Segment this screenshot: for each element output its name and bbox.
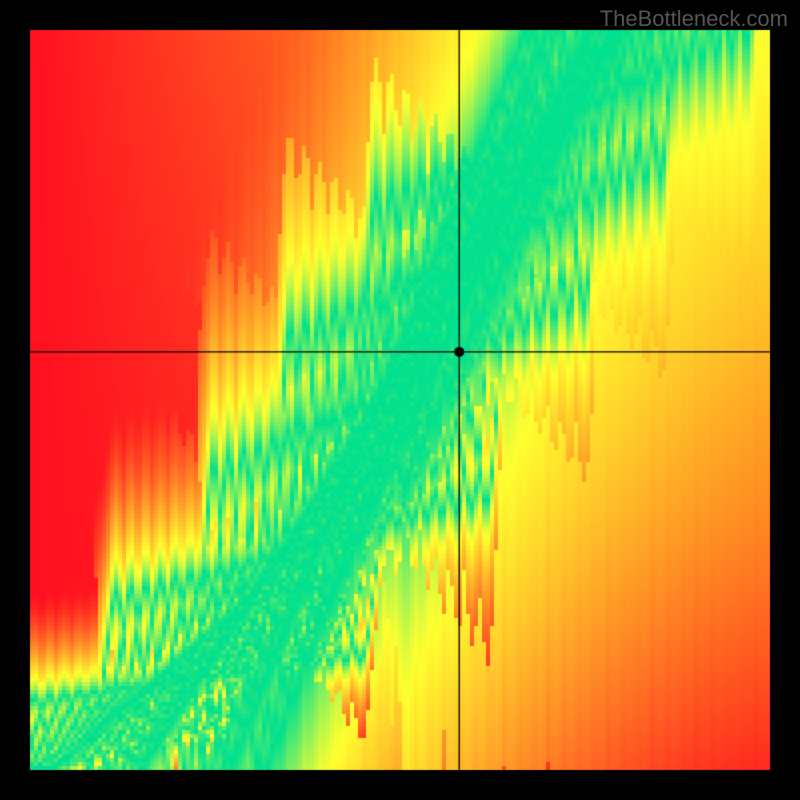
chart-container: TheBottleneck.com — [0, 0, 800, 800]
heatmap-canvas — [0, 0, 800, 800]
